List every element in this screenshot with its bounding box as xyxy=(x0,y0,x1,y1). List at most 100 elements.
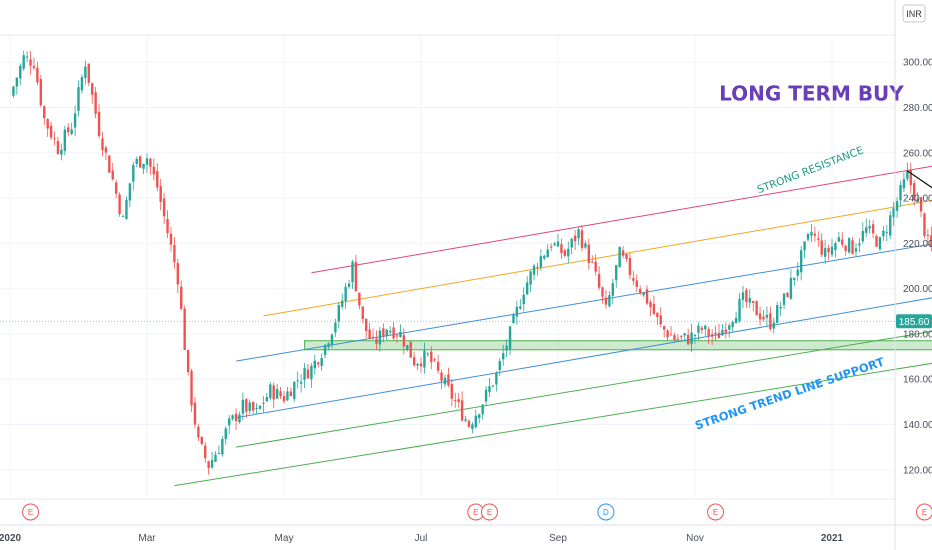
candle-body xyxy=(680,335,683,337)
candle-body xyxy=(43,106,46,119)
candle-body xyxy=(546,249,549,258)
candle-body xyxy=(913,183,916,201)
candle-body xyxy=(412,357,416,366)
candle-body xyxy=(683,333,686,336)
candle-body xyxy=(104,147,108,153)
candle-body xyxy=(488,386,491,393)
annotation-label: LONG TERM BUY xyxy=(719,82,904,106)
candle-body xyxy=(765,314,769,318)
candle-body xyxy=(875,236,878,247)
candle-body xyxy=(347,283,351,287)
currency-badge[interactable]: INR xyxy=(902,4,926,23)
y-tick-label: 120.00 xyxy=(903,465,932,476)
candle-body xyxy=(639,288,642,293)
candle-body xyxy=(197,426,200,438)
candle-body xyxy=(656,312,659,318)
earnings-event-marker[interactable]: E xyxy=(467,503,485,521)
candle-body xyxy=(577,229,580,239)
candle-body xyxy=(97,111,101,137)
candle-body xyxy=(395,335,399,337)
candle-body xyxy=(406,345,409,350)
y-tick-label: 180.00 xyxy=(903,329,932,340)
dividend-event-marker[interactable]: D xyxy=(597,503,615,521)
candle-body xyxy=(573,235,577,242)
candle-body xyxy=(772,322,775,329)
candle-body xyxy=(245,399,248,412)
candle-body xyxy=(666,330,669,338)
candle-body xyxy=(330,334,334,345)
candle-body xyxy=(25,56,29,58)
candle-body xyxy=(73,113,77,128)
candle-body xyxy=(320,357,323,366)
candle-body xyxy=(902,179,906,189)
candle-body xyxy=(796,269,799,276)
candle-body xyxy=(251,402,255,411)
candle-body xyxy=(344,286,347,301)
candle-body xyxy=(926,234,930,236)
y-tick-label: 160.00 xyxy=(903,375,932,386)
candle-body xyxy=(166,219,169,233)
candle-body xyxy=(673,335,676,340)
candle-body xyxy=(556,241,560,247)
last-price-label: 185.60 xyxy=(899,317,930,328)
candle-body xyxy=(426,353,430,355)
candle-body xyxy=(676,338,680,340)
candle-body xyxy=(519,306,522,309)
candle-body xyxy=(224,428,227,440)
candle-body xyxy=(450,383,454,399)
candle-body xyxy=(156,171,159,188)
candle-body xyxy=(817,238,820,240)
candle-body xyxy=(173,245,176,263)
candle-body xyxy=(505,345,508,351)
candle-body xyxy=(632,278,635,281)
earnings-event-marker[interactable]: E xyxy=(481,503,498,521)
candle-body xyxy=(279,391,282,397)
candle-body xyxy=(522,294,525,305)
candle-body xyxy=(714,332,717,334)
candle-body xyxy=(19,65,22,79)
candle-body xyxy=(498,361,501,371)
event-circle xyxy=(597,503,615,521)
candle-body xyxy=(204,445,207,458)
candle-body xyxy=(478,414,481,419)
candle-body xyxy=(611,283,614,296)
candle-body xyxy=(388,330,392,333)
x-tick-label: Mar xyxy=(138,533,156,544)
x-tick-label: Nov xyxy=(686,533,704,544)
candle-body xyxy=(464,419,467,421)
candle-body xyxy=(642,292,645,296)
candle-body xyxy=(721,330,724,336)
candle-body xyxy=(882,230,885,237)
candle-body xyxy=(710,334,714,337)
earnings-event-marker[interactable]: E xyxy=(915,503,932,521)
candle-body xyxy=(823,248,827,257)
candle-body xyxy=(36,67,39,83)
candle-body xyxy=(299,381,303,384)
candle-body xyxy=(399,331,402,338)
event-label: E xyxy=(487,508,492,517)
candle-body xyxy=(484,389,488,402)
candle-body xyxy=(159,186,162,202)
earnings-event-marker[interactable]: E xyxy=(22,503,40,521)
candle-body xyxy=(861,231,865,242)
candle-body xyxy=(142,163,145,169)
candle-body xyxy=(306,369,310,379)
candle-body xyxy=(899,184,902,201)
y-tick-label: 240.00 xyxy=(903,194,932,205)
candle-body xyxy=(39,79,43,106)
candle-body xyxy=(94,92,97,114)
candle-body xyxy=(560,244,563,254)
candle-body xyxy=(135,158,138,164)
candle-body xyxy=(241,399,245,414)
candle-body xyxy=(286,391,289,401)
candle-body xyxy=(84,66,87,78)
candle-body xyxy=(618,247,621,268)
candle-body xyxy=(152,166,156,175)
support-zone-rect xyxy=(304,340,932,351)
candle-body xyxy=(46,119,49,129)
candle-body xyxy=(289,391,293,397)
earnings-event-marker[interactable]: E xyxy=(707,503,725,521)
